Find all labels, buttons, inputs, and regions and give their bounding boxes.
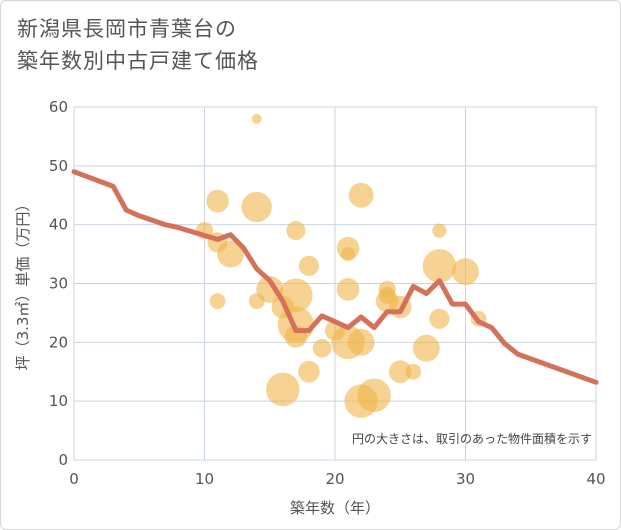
chart-title-line1: 新潟県長岡市青葉台の bbox=[17, 17, 237, 41]
y-axis-label: 坪（3.3㎡）単価（万円） bbox=[14, 197, 32, 371]
grid bbox=[73, 106, 597, 461]
chart-title: 新潟県長岡市青葉台の 築年数別中古戸建て価格 bbox=[17, 13, 259, 77]
scatter-point bbox=[266, 372, 300, 407]
y-tick-label: 0 bbox=[58, 451, 68, 469]
scatter-point bbox=[298, 255, 319, 276]
scatter-point bbox=[357, 378, 391, 413]
scatter-point bbox=[279, 278, 313, 313]
scatter-point bbox=[209, 293, 226, 310]
scatter-point bbox=[452, 258, 479, 286]
scatter-point bbox=[340, 246, 356, 262]
y-tick-label: 50 bbox=[49, 157, 68, 175]
y-tick-label: 40 bbox=[49, 216, 68, 234]
scatter-point bbox=[348, 182, 374, 208]
scatter-point bbox=[256, 275, 284, 303]
scatter-point bbox=[429, 308, 450, 329]
scatter-point bbox=[405, 363, 422, 380]
x-axis-label: 築年数（年） bbox=[290, 499, 380, 517]
scatter-point bbox=[206, 189, 229, 213]
axis-ticks: 0 10 20 30 40 0 10 20 30 40 50 60 bbox=[49, 98, 606, 488]
x-tick-label: 20 bbox=[325, 470, 344, 488]
scatter-point bbox=[241, 191, 272, 223]
scatter-point bbox=[217, 240, 245, 268]
scatter-point bbox=[286, 221, 306, 241]
scatter-point bbox=[347, 328, 375, 356]
y-tick-label: 20 bbox=[49, 333, 68, 351]
scatter-point bbox=[432, 223, 447, 238]
x-tick-label: 30 bbox=[456, 470, 475, 488]
trend-line bbox=[71, 169, 599, 385]
scatter-point bbox=[298, 360, 320, 383]
scatter-point bbox=[388, 360, 412, 384]
scatter-point bbox=[336, 278, 360, 301]
x-tick-label: 0 bbox=[69, 470, 79, 488]
x-tick-label: 40 bbox=[586, 470, 605, 488]
scatter-point bbox=[251, 113, 262, 124]
y-tick-label: 10 bbox=[49, 392, 68, 410]
bubble-series bbox=[195, 113, 487, 418]
y-tick-label: 30 bbox=[49, 275, 68, 293]
y-tick-label: 60 bbox=[49, 98, 68, 116]
scatter-point bbox=[312, 338, 332, 358]
trend-line-series bbox=[71, 169, 599, 385]
scatter-point bbox=[412, 334, 440, 362]
scatter-point bbox=[422, 249, 457, 283]
x-tick-label: 10 bbox=[195, 470, 214, 488]
chart-title-line2: 築年数別中古戸建て価格 bbox=[17, 49, 259, 73]
bubble-size-note: 円の大きさは、取引のあった物件面積を示す bbox=[352, 431, 592, 446]
